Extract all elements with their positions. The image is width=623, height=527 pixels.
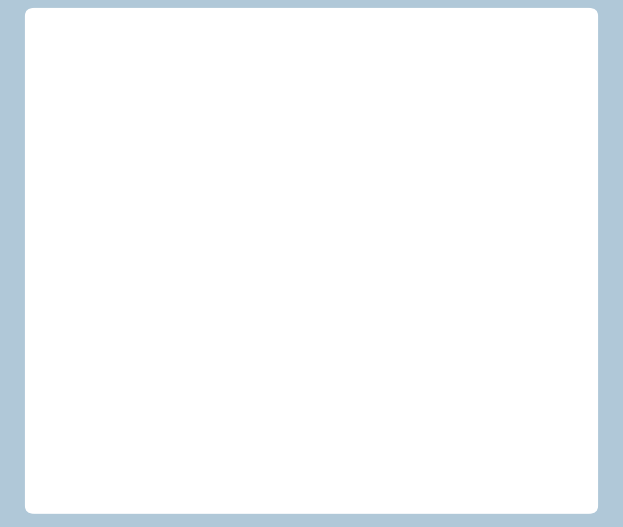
Text: Skip: Skip bbox=[95, 212, 133, 230]
Circle shape bbox=[45, 139, 79, 173]
Text: Explain the function of the: Explain the function of the bbox=[60, 45, 328, 64]
Text: segment: segment bbox=[105, 305, 183, 323]
Circle shape bbox=[45, 339, 79, 373]
Text: It is used in declaration the array with: It is used in declaration the array with bbox=[105, 137, 444, 155]
Text: same number: same number bbox=[105, 375, 229, 393]
Text: It used to define the variable with multiple: It used to define the variable with mult… bbox=[105, 337, 483, 355]
Text: It is used to declare the constant in data: It is used to declare the constant in da… bbox=[105, 267, 465, 285]
Circle shape bbox=[45, 269, 79, 303]
Text: It is illegal instruction: It is illegal instruction bbox=[95, 405, 285, 423]
Circle shape bbox=[33, 395, 73, 435]
Circle shape bbox=[33, 202, 73, 242]
Text: duplicate the same number: duplicate the same number bbox=[105, 175, 351, 193]
Text: instruction   DUP: instruction DUP bbox=[60, 77, 229, 96]
